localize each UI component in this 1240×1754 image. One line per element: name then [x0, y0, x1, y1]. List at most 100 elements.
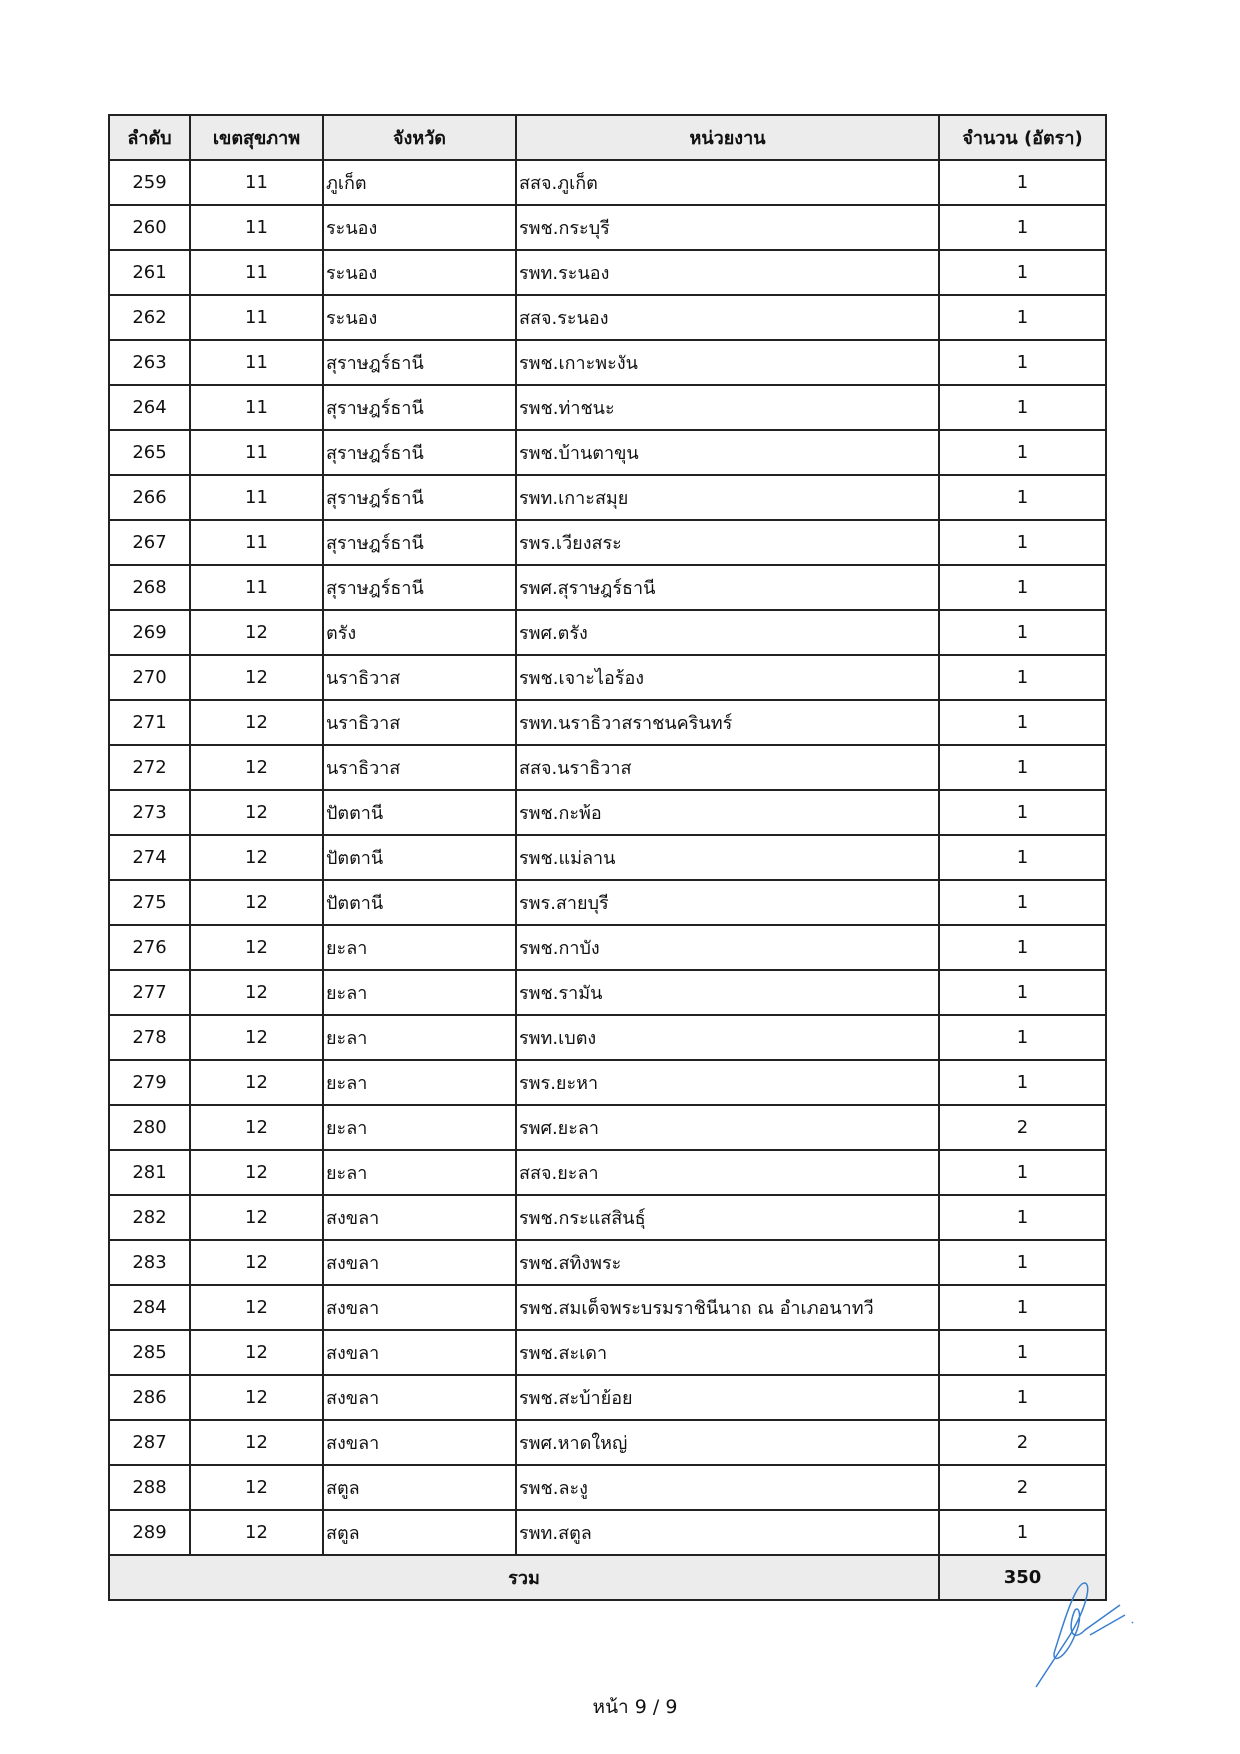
province-cell: สุราษฎร์ธานี — [322, 429, 517, 476]
count-cell: 1 — [938, 204, 1107, 251]
row-number-cell: 280 — [108, 1104, 191, 1151]
signature — [1035, 1582, 1134, 1688]
agency-cell: รพท.ระนอง — [515, 249, 940, 296]
agency-cell: รพช.สะบ้าย้อย — [515, 1374, 940, 1421]
table-row: 261 11 ระนอง รพท.ระนอง 1 — [108, 249, 1107, 296]
province-cell: ยะลา — [322, 924, 517, 971]
province-cell: ยะลา — [322, 1059, 517, 1106]
table-row: 267 11 สุราษฎร์ธานี รพร.เวียงสระ 1 — [108, 519, 1107, 566]
province-cell: ยะลา — [322, 969, 517, 1016]
row-number-cell: 284 — [108, 1284, 191, 1331]
agency-cell: รพศ.ยะลา — [515, 1104, 940, 1151]
province-cell: นราธิวาส — [322, 699, 517, 746]
table-row: 262 11 ระนอง สสจ.ระนอง 1 — [108, 294, 1107, 341]
health-region-cell: 12 — [189, 1464, 324, 1511]
province-cell: สุราษฎร์ธานี — [322, 474, 517, 521]
province-cell: นราธิวาส — [322, 744, 517, 791]
count-cell: 2 — [938, 1104, 1107, 1151]
page-number: หน้า 9 / 9 — [592, 1696, 678, 1718]
row-number-cell: 259 — [108, 159, 191, 206]
count-cell: 1 — [938, 834, 1107, 881]
count-cell: 1 — [938, 1014, 1107, 1061]
health-region-cell: 11 — [189, 429, 324, 476]
table-row: 286 12 สงขลา รพช.สะบ้าย้อย 1 — [108, 1374, 1107, 1421]
table-row: 269 12 ตรัง รพศ.ตรัง 1 — [108, 609, 1107, 656]
health-region-cell: 12 — [189, 969, 324, 1016]
province-cell: ระนอง — [322, 249, 517, 296]
health-region-cell: 11 — [189, 564, 324, 611]
agency-cell: รพช.บ้านตาขุน — [515, 429, 940, 476]
agency-cell: รพท.นราธิวาสราชนครินทร์ — [515, 699, 940, 746]
province-cell: ตรัง — [322, 609, 517, 656]
province-cell: นราธิวาส — [322, 654, 517, 701]
table-row: 272 12 นราธิวาส สสจ.นราธิวาส 1 — [108, 744, 1107, 791]
agency-cell: รพช.ท่าชนะ — [515, 384, 940, 431]
count-cell: 1 — [938, 924, 1107, 971]
count-cell: 1 — [938, 1059, 1107, 1106]
row-number-cell: 272 — [108, 744, 191, 791]
row-number-cell: 273 — [108, 789, 191, 836]
province-cell: สงขลา — [322, 1239, 517, 1286]
table-row: 266 11 สุราษฎร์ธานี รพท.เกาะสมุย 1 — [108, 474, 1107, 521]
count-cell: 1 — [938, 1149, 1107, 1196]
count-cell: 1 — [938, 564, 1107, 611]
agency-cell: รพท.เบตง — [515, 1014, 940, 1061]
agency-cell: รพช.สทิงพระ — [515, 1239, 940, 1286]
province-cell: ปัตตานี — [322, 834, 517, 881]
agency-cell: รพช.กาบัง — [515, 924, 940, 971]
row-number-cell: 271 — [108, 699, 191, 746]
table-row: 277 12 ยะลา รพช.รามัน 1 — [108, 969, 1107, 1016]
health-region-cell: 11 — [189, 159, 324, 206]
row-number-cell: 268 — [108, 564, 191, 611]
count-cell: 1 — [938, 384, 1107, 431]
row-number-cell: 265 — [108, 429, 191, 476]
agency-cell: รพช.กระบุรี — [515, 204, 940, 251]
agency-cell: สสจ.ระนอง — [515, 294, 940, 341]
table-row: 289 12 สตูล รพท.สตูล 1 — [108, 1509, 1107, 1556]
row-number-cell: 262 — [108, 294, 191, 341]
row-number-cell: 285 — [108, 1329, 191, 1376]
count-cell: 1 — [938, 474, 1107, 521]
count-cell: 1 — [938, 249, 1107, 296]
count-cell: 2 — [938, 1464, 1107, 1511]
health-region-cell: 12 — [189, 1104, 324, 1151]
row-number-cell: 286 — [108, 1374, 191, 1421]
province-cell: สงขลา — [322, 1329, 517, 1376]
table-row: 284 12 สงขลา รพช.สมเด็จพระบรมราชินีนาถ ณ อำ… — [108, 1284, 1107, 1331]
agency-cell: รพร.เวียงสระ — [515, 519, 940, 566]
health-region-cell: 11 — [189, 519, 324, 566]
agency-cell: รพช.เจาะไอร้อง — [515, 654, 940, 701]
count-cell: 2 — [938, 1419, 1107, 1466]
province-cell: ปัตตานี — [322, 789, 517, 836]
province-cell: สตูล — [322, 1509, 517, 1556]
row-number-cell: 270 — [108, 654, 191, 701]
health-region-cell: 12 — [189, 1194, 324, 1241]
row-number-cell: 279 — [108, 1059, 191, 1106]
agency-cell: รพช.กระแสสินธุ์ — [515, 1194, 940, 1241]
row-number-cell: 263 — [108, 339, 191, 386]
row-number-cell: 274 — [108, 834, 191, 881]
count-cell: 1 — [938, 159, 1107, 206]
health-region-cell: 12 — [189, 1014, 324, 1061]
row-number-cell: 276 — [108, 924, 191, 971]
health-region-cell: 11 — [189, 384, 324, 431]
table-row: 264 11 สุราษฎร์ธานี รพช.ท่าชนะ 1 — [108, 384, 1107, 431]
province-cell: สงขลา — [322, 1374, 517, 1421]
count-cell: 1 — [938, 339, 1107, 386]
province-cell: ภูเก็ต — [322, 159, 517, 206]
row-number-cell: 288 — [108, 1464, 191, 1511]
row-number-cell: 266 — [108, 474, 191, 521]
province-cell: ปัตตานี — [322, 879, 517, 926]
agency-cell: รพช.ละงู — [515, 1464, 940, 1511]
total-row: รวม 350 — [108, 1554, 1107, 1601]
row-number-cell: 261 — [108, 249, 191, 296]
agency-cell: รพร.สายบุรี — [515, 879, 940, 926]
table-row: 259 11 ภูเก็ต สสจ.ภูเก็ต 1 — [108, 159, 1107, 206]
agency-cell: รพร.ยะหา — [515, 1059, 940, 1106]
health-region-cell: 12 — [189, 654, 324, 701]
count-cell: 1 — [938, 1194, 1107, 1241]
count-cell: 1 — [938, 429, 1107, 476]
table-header: ลำดับ เขตสุขภาพ จังหวัด หน่วยงาน จำนวน (อัตร… — [108, 114, 1107, 161]
row-number-cell: 287 — [108, 1419, 191, 1466]
row-number-cell: 277 — [108, 969, 191, 1016]
